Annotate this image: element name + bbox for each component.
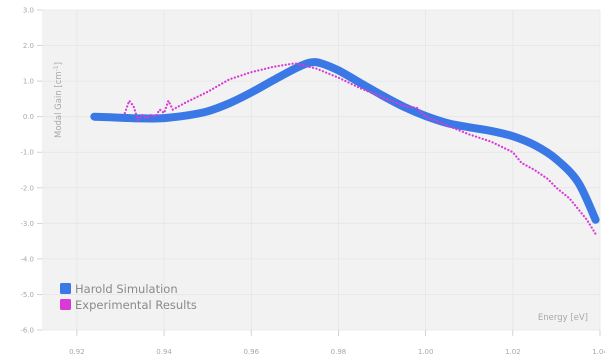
y-tick-label: 3.0 xyxy=(23,7,34,15)
y-tick-label: -3.0 xyxy=(20,220,34,228)
series-line-harold-simulation xyxy=(90,58,600,224)
x-tick-label: 1.00 xyxy=(418,348,434,356)
x-tick-label: 1.02 xyxy=(505,348,521,356)
legend-swatch-experimental-results xyxy=(60,299,71,310)
x-tick-label: 0.98 xyxy=(331,348,347,356)
y-axis-label: Modal Gain [cm-1] xyxy=(53,62,64,138)
grid xyxy=(42,9,601,331)
y-tick-label: -5.0 xyxy=(20,291,34,299)
x-axis-label: Energy [eV] xyxy=(538,313,588,323)
legend-label-experimental-results: Experimental Results xyxy=(75,298,197,312)
y-tick-label: -1.0 xyxy=(20,149,34,157)
y-tick-label: 0.0 xyxy=(23,113,34,121)
series-layer xyxy=(90,58,600,236)
series-line-experimental-results xyxy=(123,62,597,236)
y-tick-label: -4.0 xyxy=(20,255,34,263)
tick-labels: 3.0 2.0 1.0 0.0 -1.0 -2.0 -3.0 -4.0 -5.0 -6.0 0.92… xyxy=(20,7,605,357)
y-tick-label: 2.0 xyxy=(23,42,34,50)
legend: Harold Simulation Experimental Results xyxy=(60,282,197,312)
y-tick-label: 1.0 xyxy=(23,78,34,86)
x-tick-label: 0.96 xyxy=(243,348,259,356)
legend-label-harold-simulation: Harold Simulation xyxy=(75,282,178,296)
legend-swatch-harold-simulation xyxy=(60,283,71,294)
x-tick-label: 0.92 xyxy=(69,348,85,356)
y-tick-label: -6.0 xyxy=(20,327,34,335)
x-tick-label: 1.04 xyxy=(592,348,605,356)
y-tick-label: -2.0 xyxy=(20,184,34,192)
x-tick-label: 0.94 xyxy=(156,348,172,356)
